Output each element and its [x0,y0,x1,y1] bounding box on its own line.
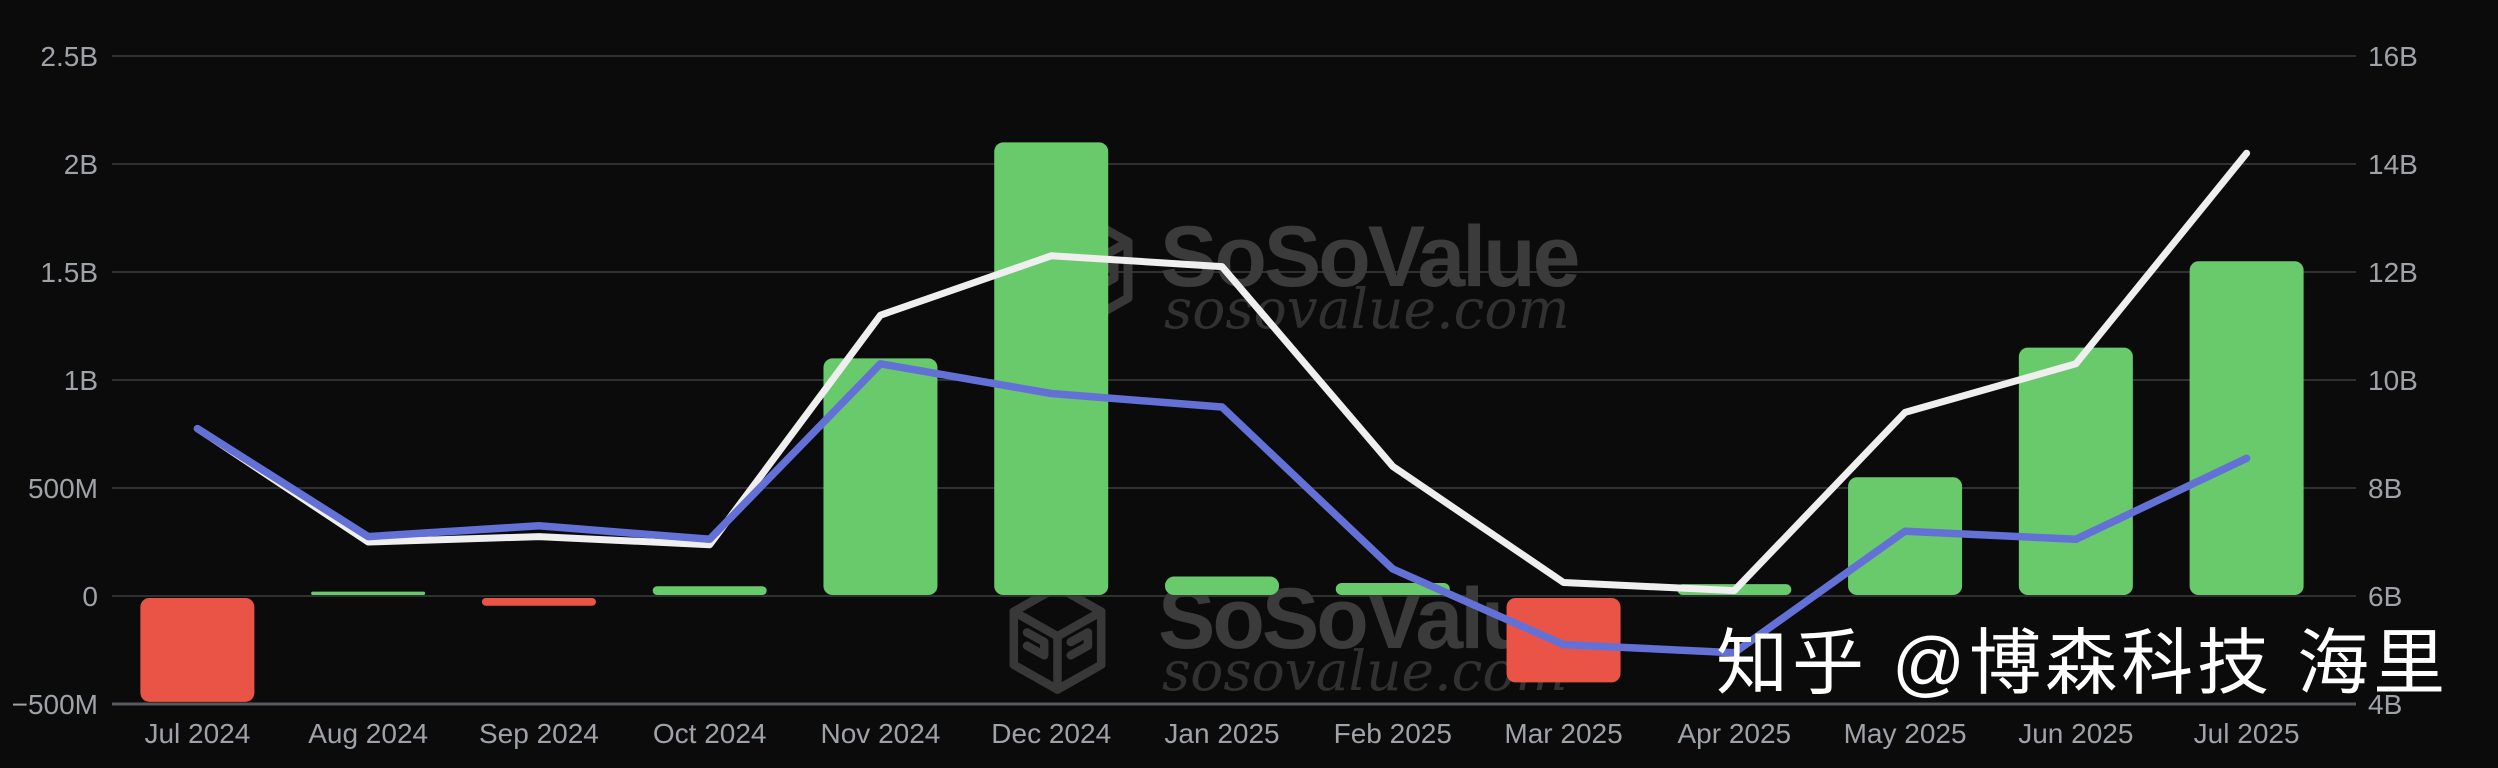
right-axis-label-6B: 6B [2368,581,2402,612]
x-axis-label-nov-2024: Nov 2024 [821,718,941,749]
watermark-domain-text: sosovalue.com [1162,639,1568,703]
x-axis-label-jan-2025: Jan 2025 [1164,718,1279,749]
x-axis-label-jul-2025: Jul 2025 [2194,718,2300,749]
bar-dec-2024[interactable] [994,142,1109,595]
gridlines-layer [112,55,2356,706]
blue-line[interactable] [193,360,2251,657]
x-axis-label-feb-2025: Feb 2025 [1334,718,1452,749]
x-axis-label-oct-2024: Oct 2024 [653,718,767,749]
watermark-brand-text: SoSoValue [1160,209,1578,305]
bar-mar-2025[interactable] [1506,598,1621,683]
bar-jul-2024[interactable] [140,598,255,702]
right-axis-label-4B: 4B [2368,689,2402,720]
left-axis-label-−500M: −500M [12,689,98,720]
bar-may-2025[interactable] [1848,477,1963,595]
x-axis-label-jul-2024: Jul 2024 [144,718,250,749]
axis-labels-layer: 2.5B 2B 1.5B 1B 500M 0 −500M 16B 14B 12B 10B 8B 6B 4B… [12,41,2418,749]
right-axis-label-14B: 14B [2368,149,2418,180]
white-line[interactable] [193,149,2251,595]
x-axis-label-mar-2025: Mar 2025 [1504,718,1622,749]
left-axis-label-1B: 1B [64,365,98,396]
x-axis-label-dec-2024: Dec 2024 [991,718,1111,749]
left-axis-label-0: 0 [82,581,98,612]
left-axis-label-500M: 500M [28,473,98,504]
right-axis-label-16B: 16B [2368,41,2418,72]
x-axis-label-apr-2025: Apr 2025 [1677,718,1791,749]
bar-jul-2025[interactable] [2189,261,2304,595]
x-axis-label-sep-2024: Sep 2024 [479,718,599,749]
x-axis-label-may-2025: May 2025 [1844,718,1967,749]
bar-oct-2024[interactable] [652,586,767,595]
bar-jun-2025[interactable] [2018,347,2133,595]
x-axis-label-jun-2025: Jun 2025 [2018,718,2133,749]
right-axis-label-8B: 8B [2368,473,2402,504]
watermark-domain-text: sosovalue.com [1164,277,1570,341]
bar-feb-2025[interactable] [1335,583,1450,595]
lines-layer [193,149,2251,657]
sosovalue-watermark-upper: SoSoValue sosovalue.com [1031,209,1581,341]
right-axis-label-10B: 10B [2368,365,2418,396]
bar-sep-2024[interactable] [481,598,596,606]
x-axis-label-aug-2024: Aug 2024 [308,718,428,749]
left-axis-label-2.5B: 2.5B [40,41,98,72]
bar-aug-2024[interactable] [311,591,426,595]
left-axis-label-1.5B: 1.5B [40,257,98,288]
credit-watermark-text: 知乎 @博森科技 海里 [1716,624,2449,704]
left-axis-label-2B: 2B [64,149,98,180]
right-axis-label-12B: 12B [2368,257,2418,288]
sosovalue-cube-icon [1009,582,1106,694]
bar-nov-2024[interactable] [823,358,938,595]
bar-jan-2025[interactable] [1165,576,1279,595]
